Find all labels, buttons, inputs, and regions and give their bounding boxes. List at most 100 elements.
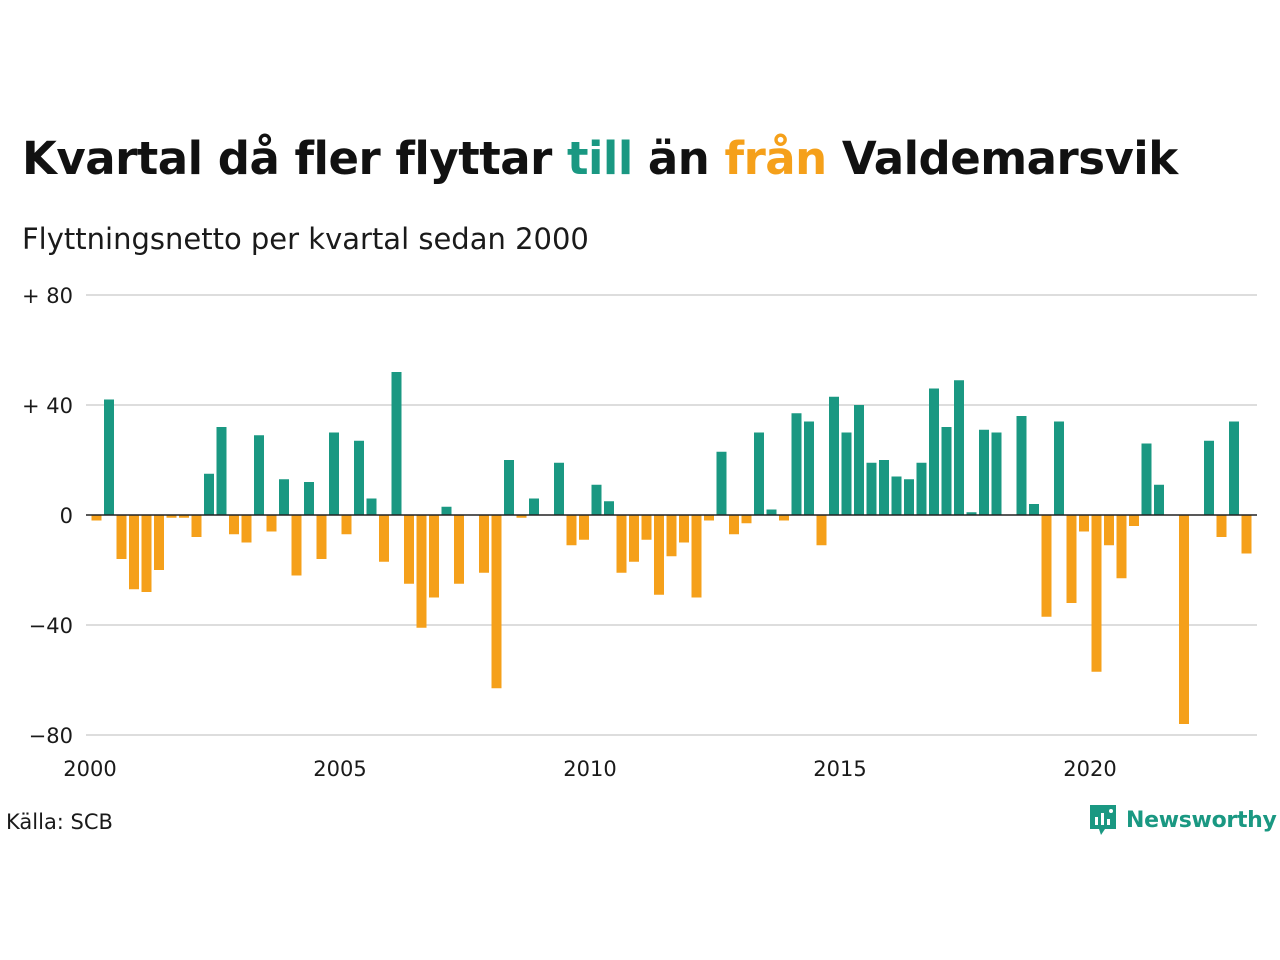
bar [391,372,402,515]
bar [141,515,152,592]
bar [916,462,927,515]
title-part-5: Valdemarsvik [826,132,1178,185]
bar [804,421,814,515]
bar [316,515,327,559]
bar [504,460,514,515]
bar [1066,515,1077,603]
bar [129,515,139,590]
bar [241,515,252,543]
bar [854,405,864,515]
bar [354,440,364,515]
bar [754,432,764,515]
bar [679,515,689,543]
bar [1029,504,1039,515]
x-tick-label: 2005 [313,757,366,781]
bar [204,473,214,515]
bar [1104,515,1114,546]
bar [116,515,127,559]
bar [1054,421,1064,515]
bar [304,482,314,515]
x-tick-label: 2010 [563,757,616,781]
bar [1129,515,1139,526]
chart-subtitle: Flyttningsnetto per kvartal sedan 2000 [22,222,589,256]
bar [691,515,702,598]
bar [266,515,277,532]
bar [454,515,464,584]
bar [641,515,652,540]
bar [779,515,789,521]
title-part-3: än [632,132,725,185]
bar [629,515,639,562]
bar [566,515,577,546]
bar [379,515,389,562]
bar [191,515,202,537]
bar [1079,515,1089,532]
bar [1216,515,1227,537]
bar [416,515,427,628]
bar [1091,515,1102,672]
brand-logo: Newsworthy [1088,803,1277,837]
bar [766,509,777,515]
bar [1041,515,1052,617]
bar [1204,440,1214,515]
bar [291,515,302,576]
title-part-1: Kvartal då fler flyttar [22,132,567,185]
brand-name: Newsworthy [1126,807,1277,833]
bar [904,479,914,515]
x-tick-labels: 2000 2005 2010 2015 2020 [63,757,1116,781]
y-tick-label: 0 [60,504,73,528]
x-tick-label: 2015 [813,757,866,781]
bars [91,372,1252,724]
bar [604,501,614,515]
title-word-fran: från [724,132,828,185]
bar [179,515,189,518]
bar [329,432,339,515]
bar [491,515,502,689]
grid-lines [86,294,1257,736]
bar [579,515,589,540]
bar [829,396,839,515]
title-word-till: till [566,132,633,185]
bar [429,515,439,598]
bar [929,388,939,515]
bar [616,515,627,573]
bar [1016,416,1027,515]
bar [254,435,264,515]
y-tick-labels: + 80 + 40 0 −40 −80 [22,284,73,748]
y-tick-label: −80 [29,724,73,748]
bar [404,515,414,584]
bar [591,484,602,515]
bar [741,515,752,524]
bar [366,498,377,515]
bar [529,498,539,515]
y-tick-label: + 40 [22,394,73,418]
bar [441,506,452,515]
bar [966,512,977,515]
source-note: Källa: SCB [6,810,113,834]
bar [879,460,889,515]
bar [229,515,239,535]
bar [816,515,827,546]
bar [1141,443,1152,515]
y-tick-label: −40 [29,614,73,638]
bar [554,462,564,515]
bar [166,515,177,518]
bar [666,515,677,557]
bar [954,380,964,515]
bar [341,515,352,535]
bar [716,451,727,515]
bar [791,413,802,515]
bar [1179,515,1189,724]
x-tick-label: 2020 [1063,757,1116,781]
bar [1229,421,1239,515]
x-tick-label: 2000 [63,757,116,781]
bar [941,427,952,515]
bar [729,515,739,535]
bar [979,429,989,515]
bar [479,515,489,573]
bar [991,432,1002,515]
y-tick-label: + 80 [22,284,73,308]
bar [891,476,902,515]
bar [1116,515,1127,579]
bar [104,399,114,515]
